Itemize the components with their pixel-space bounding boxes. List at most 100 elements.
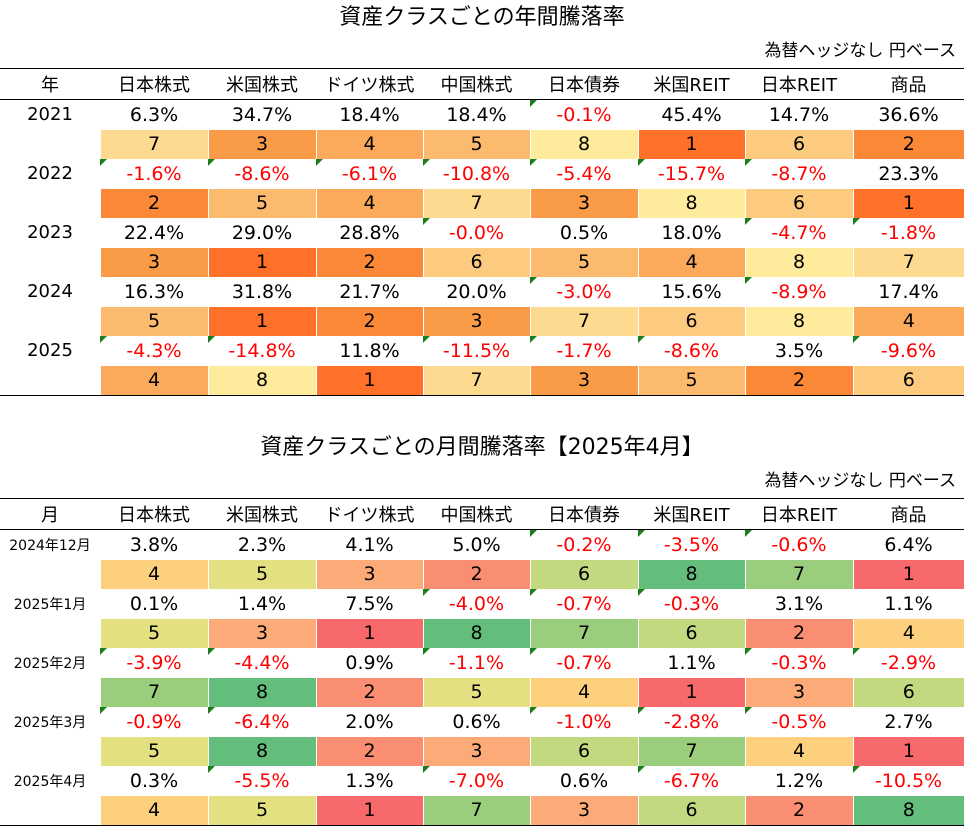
annual-rank-cell: 5 — [99, 306, 208, 336]
annual-rank-cell: 6 — [744, 188, 853, 218]
annual-return-cell: 15.6% — [661, 280, 722, 303]
monthly-row-label: 2025年2月 — [13, 655, 87, 672]
monthly-rank-cell: 7 — [637, 736, 745, 766]
annual-return-cell: -8.6% — [638, 336, 745, 366]
annual-rank-cell: 4 — [315, 129, 423, 159]
monthly-rank-cell: 8 — [207, 736, 316, 766]
annual-return-cell: -8.9% — [745, 277, 853, 307]
monthly-return-cell: 1.2% — [774, 769, 824, 792]
monthly-rank-cell: 8 — [207, 677, 316, 707]
monthly-rank-cell: 3 — [207, 618, 316, 648]
annual-rank-cell: 4 — [99, 365, 208, 396]
annual-col-header: 商品 — [853, 68, 964, 100]
monthly-row-label: 2024年12月 — [9, 537, 91, 554]
annual-return-cell: 22.4% — [123, 221, 185, 244]
annual-return-cell: 45.4% — [661, 103, 722, 126]
annual-rank-label-empty — [0, 307, 100, 337]
annual-return-cell: -1.6% — [100, 159, 208, 189]
annual-rank-cell: 5 — [637, 365, 745, 396]
monthly-header-row: 月 日本株式 米国株式 ドイツ株式 中国株式 日本債券 米国REIT 日本REI… — [0, 498, 964, 530]
annual-rank-label-empty — [0, 248, 100, 278]
annual-return-cell: -0.0% — [423, 218, 530, 248]
monthly-table-body: 2024年12月 3.8% 2.3% 4.1% 5.0% -0.2% -3.5% -0.6% 6… — [0, 529, 964, 826]
annual-return-cell: -5.4% — [530, 159, 638, 189]
monthly-return-cell: 5.0% — [452, 533, 501, 556]
annual-return-cell: -14.8% — [208, 336, 316, 366]
annual-return-cell: 3.5% — [774, 339, 824, 362]
monthly-row-label: 2025年1月 — [13, 596, 87, 613]
monthly-rank-cell: 2 — [422, 559, 530, 589]
annual-return-cell: 18.0% — [661, 221, 722, 244]
monthly-col-header: 商品 — [853, 498, 964, 530]
monthly-rank-cell: 5 — [207, 559, 316, 589]
monthly-return-cell: 0.1% — [129, 592, 179, 615]
monthly-return-cell: -0.7% — [530, 589, 638, 619]
monthly-col-header: ドイツ株式 — [316, 498, 423, 530]
annual-rank-cell: 2 — [315, 247, 423, 277]
annual-rank-cell: 1 — [315, 365, 423, 396]
annual-rank-cell: 3 — [99, 247, 208, 277]
monthly-note: 為替ヘッジなし 円ベース — [764, 471, 956, 491]
monthly-return-cell: -0.2% — [530, 529, 638, 560]
monthly-rank-cell: 2 — [315, 677, 423, 707]
annual-return-cell: 6.3% — [129, 103, 179, 126]
monthly-rank-label-empty — [0, 737, 100, 767]
monthly-rank-cell: 7 — [529, 618, 638, 648]
annual-return-cell: 21.7% — [339, 280, 400, 303]
monthly-return-cell: 2.7% — [884, 710, 933, 733]
annual-rank-cell: 6 — [422, 247, 530, 277]
monthly-return-cell: 4.1% — [345, 533, 394, 556]
monthly-rank-cell: 1 — [637, 677, 745, 707]
monthly-rank-cell: 3 — [422, 736, 530, 766]
monthly-rank-cell: 7 — [422, 795, 530, 826]
monthly-col-header: 中国株式 — [423, 498, 530, 530]
monthly-rank-cell: 5 — [422, 677, 530, 707]
monthly-return-cell: -2.9% — [853, 648, 964, 678]
monthly-row-label: 2025年4月 — [13, 773, 87, 790]
annual-return-cell: 23.3% — [878, 162, 939, 185]
annual-col-header: ドイツ株式 — [316, 68, 423, 100]
annual-rank-cell: 3 — [529, 188, 638, 218]
annual-rank-cell: 6 — [637, 306, 745, 336]
monthly-return-cell: -5.5% — [208, 766, 316, 796]
annual-rank-cell: 8 — [744, 247, 853, 277]
annual-col-header: 米国株式 — [208, 68, 316, 100]
monthly-return-cell: -0.3% — [638, 589, 745, 619]
monthly-col-header: 米国株式 — [208, 498, 316, 530]
monthly-rank-cell: 3 — [529, 795, 638, 826]
annual-col-header: 中国株式 — [423, 68, 530, 100]
annual-return-cell: 34.7% — [231, 103, 293, 126]
monthly-rank-cell: 3 — [744, 677, 853, 707]
monthly-rank-cell: 6 — [852, 677, 964, 707]
monthly-return-cell: 1.4% — [237, 592, 287, 615]
monthly-rank-cell: 3 — [315, 559, 423, 589]
monthly-rank-cell: 8 — [637, 559, 745, 589]
annual-return-cell: -15.7% — [638, 159, 745, 189]
annual-return-cell: -6.1% — [316, 159, 423, 189]
annual-return-cell: -9.6% — [853, 336, 964, 366]
monthly-rank-cell: 4 — [99, 795, 208, 826]
monthly-return-cell: 2.3% — [237, 533, 287, 556]
monthly-rank-cell: 8 — [852, 795, 964, 826]
annual-rank-cell: 8 — [529, 129, 638, 159]
monthly-row-label: 2025年3月 — [13, 714, 87, 731]
monthly-rank-cell: 6 — [529, 736, 638, 766]
monthly-rank-cell: 1 — [852, 736, 964, 766]
monthly-return-cell: -0.7% — [530, 648, 638, 678]
annual-return-cell: -0.1% — [530, 99, 638, 130]
annual-return-cell: 16.3% — [123, 280, 185, 303]
annual-return-cell: 29.0% — [231, 221, 293, 244]
monthly-return-cell: -0.3% — [745, 648, 853, 678]
annual-col-header: 日本REIT — [745, 68, 853, 100]
monthly-value-row: 2025年4月 0.3% -5.5% 1.3% -7.0% 0.6% -6.7% 1.2% -1… — [0, 766, 964, 796]
annual-rank-cell: 4 — [637, 247, 745, 277]
monthly-return-cell: 7.5% — [345, 592, 394, 615]
monthly-return-cell: 0.3% — [129, 769, 179, 792]
monthly-return-cell: 0.9% — [345, 651, 394, 674]
annual-note: 為替ヘッジなし 円ベース — [764, 41, 956, 61]
monthly-return-cell: -0.5% — [745, 707, 853, 737]
